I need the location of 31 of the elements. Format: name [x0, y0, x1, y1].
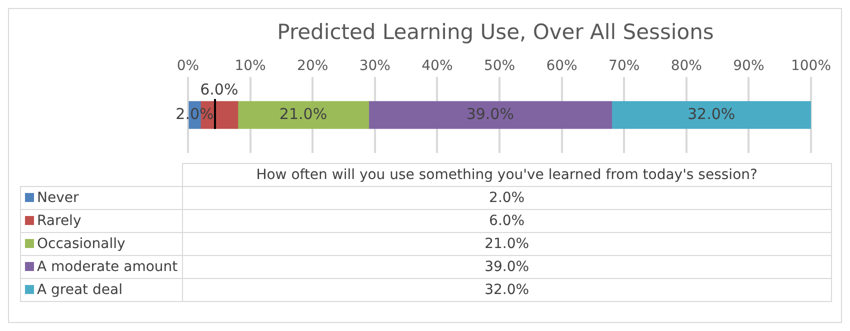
- chart-title: Predicted Learning Use, Over All Sessions: [277, 20, 714, 44]
- x-tick-label: 70%: [608, 58, 640, 74]
- legend-label: A moderate amount: [20, 256, 182, 278]
- x-tick-label: 100%: [790, 58, 832, 74]
- text: 39.0%: [484, 259, 530, 275]
- text: 32.0%: [484, 282, 530, 298]
- x-tick-label: 30%: [359, 58, 390, 74]
- x-tick-label: 90%: [733, 58, 764, 74]
- x-tick-label: 0%: [176, 58, 200, 74]
- x-tick-label: 40%: [422, 58, 453, 74]
- bar: [238, 101, 369, 129]
- text: 6.0%: [489, 213, 525, 229]
- data-label: 39.0%: [466, 104, 514, 123]
- legend-label: A great deal: [20, 278, 182, 302]
- legend-label: Rarely: [20, 210, 182, 232]
- bar: [611, 101, 811, 129]
- data-label: 21.0%: [279, 104, 328, 123]
- x-tick-label: 50%: [484, 58, 516, 74]
- data-label: 2.0%: [176, 104, 214, 123]
- data-label: 6.0%: [200, 80, 238, 98]
- x-tick-label: 80%: [670, 58, 702, 74]
- x-tick-label: 60%: [546, 58, 578, 74]
- x-tick-label: 20%: [297, 58, 328, 74]
- text: How often will you use something you've learned from today's session?: [182, 164, 832, 186]
- text: 21.0%: [484, 236, 530, 252]
- bar: [368, 101, 612, 129]
- legend-label: Never: [20, 186, 182, 210]
- legend-label: Occasionally: [20, 232, 182, 256]
- x-tick-label: 10%: [234, 58, 266, 74]
- data-label: 32.0%: [687, 104, 736, 123]
- text: 2.0%: [489, 190, 525, 206]
